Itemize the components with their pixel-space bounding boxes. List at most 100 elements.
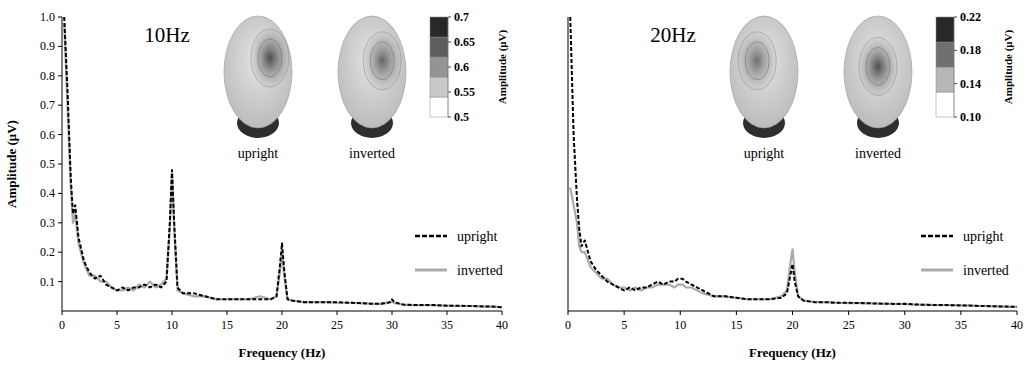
y-tick-label: 0.5 <box>40 157 55 171</box>
scalp <box>338 16 406 128</box>
colorbar-tick <box>448 67 451 68</box>
colorbar-tick-label: 0.65 <box>454 35 475 49</box>
x-tick-label: 5 <box>114 318 120 332</box>
x-tick-label: 0 <box>59 318 65 332</box>
x-tick-label: 25 <box>843 318 855 332</box>
colorbar-label: Amplitude (μV) <box>496 29 509 104</box>
y-tick-label: 1.0 <box>40 10 55 24</box>
plot-area <box>64 17 502 307</box>
colorbar-tick <box>448 92 451 93</box>
topo-blob <box>737 31 777 91</box>
topo-blob <box>250 28 290 88</box>
x-tick-label: 20 <box>787 318 799 332</box>
y-tick <box>58 134 62 135</box>
x-tick <box>1017 311 1018 315</box>
x-tick <box>447 311 448 315</box>
colorbar-axis <box>954 17 955 117</box>
chart: 05101520253035400.10.20.30.40.50.60.70.8… <box>4 10 509 360</box>
y-tick-label: 0.9 <box>40 39 55 53</box>
topo-blob <box>858 36 898 96</box>
x-tick-label: 5 <box>621 318 627 332</box>
x-axis-label: Frequency (Hz) <box>749 345 836 360</box>
x-tick-label: 40 <box>1011 318 1023 332</box>
colorbar-swatch <box>936 42 954 67</box>
plot-area <box>570 17 1017 307</box>
x-tick-label: 0 <box>565 318 571 332</box>
x-tick-label: 35 <box>955 318 967 332</box>
figure: 05101520253035400.10.20.30.40.50.60.70.8… <box>0 0 1028 373</box>
x-tick-label: 30 <box>386 318 398 332</box>
colorbar-swatch <box>936 67 954 92</box>
legend-label: inverted <box>963 263 1009 278</box>
legend-swatch <box>415 269 447 272</box>
scalp <box>730 16 798 128</box>
topo-blob <box>362 31 402 91</box>
series-line <box>570 17 1017 307</box>
legend-label: inverted <box>457 263 503 278</box>
y-tick-label: 0.8 <box>40 69 55 83</box>
x-tick <box>680 311 681 315</box>
x-tick-label: 20 <box>276 318 288 332</box>
x-tick-label: 15 <box>730 318 742 332</box>
head <box>730 16 798 138</box>
x-tick <box>792 311 793 315</box>
colorbar-swatch <box>430 37 448 57</box>
legend-label: upright <box>457 229 498 244</box>
head-label: inverted <box>349 146 395 161</box>
head-label: upright <box>238 146 279 161</box>
colorbar-tick <box>954 83 957 84</box>
contour <box>859 37 897 95</box>
head-label: inverted <box>855 146 901 161</box>
colorbar-tick <box>448 17 451 18</box>
x-tick <box>960 311 961 315</box>
x-tick-label: 10 <box>166 318 178 332</box>
contour <box>370 42 394 80</box>
colorbar-swatch <box>430 77 448 97</box>
y-tick <box>58 252 62 253</box>
legend-label: upright <box>963 229 1004 244</box>
contour <box>251 29 289 87</box>
y-tick-label: 0.1 <box>40 275 55 289</box>
x-tick <box>502 311 503 315</box>
head-label: upright <box>744 146 785 161</box>
x-tick <box>848 311 849 315</box>
scalp <box>844 16 912 128</box>
head <box>224 16 292 138</box>
y-tick-label: 0.4 <box>40 186 55 200</box>
colorbar-tick-label: 0.14 <box>960 77 981 91</box>
colorbar-tick-label: 0.55 <box>454 85 475 99</box>
x-tick <box>282 311 283 315</box>
colorbar-tick <box>954 50 957 51</box>
chart: 0 5 10 15 20 25 30 35 40 Frequency (Hz) 20Hz uprigh… <box>565 10 1023 360</box>
y-tick <box>58 105 62 106</box>
contour <box>363 32 401 90</box>
title: 10Hz <box>144 23 190 47</box>
colorbar-tick-label: 0.5 <box>454 110 469 124</box>
x-tick <box>904 311 905 315</box>
x-tick-label: 30 <box>899 318 911 332</box>
head <box>338 16 406 138</box>
x-tick <box>227 311 228 315</box>
y-tick <box>58 164 62 165</box>
y-tick-label: 0.3 <box>40 216 55 230</box>
y-tick-label: 0.6 <box>40 128 55 142</box>
contour <box>258 39 282 77</box>
colorbar-swatch <box>430 97 448 117</box>
x-tick <box>736 311 737 315</box>
colorbar-tick <box>448 117 451 118</box>
x-tick-label: 10 <box>674 318 686 332</box>
scalp <box>224 16 292 128</box>
y-tick <box>58 193 62 194</box>
x-tick-label: 35 <box>441 318 453 332</box>
contour <box>745 42 769 80</box>
x-axis-label: Frequency (Hz) <box>239 345 326 360</box>
title: 20Hz <box>650 23 696 47</box>
contour <box>866 47 890 85</box>
colorbar-label: Amplitude (μV) <box>1002 29 1015 104</box>
x-tick <box>392 311 393 315</box>
legend-swatch <box>415 235 447 238</box>
colorbar-swatch <box>936 17 954 42</box>
series-line <box>64 17 502 307</box>
y-tick <box>58 281 62 282</box>
colorbar-tick-label: 0.18 <box>960 43 981 57</box>
